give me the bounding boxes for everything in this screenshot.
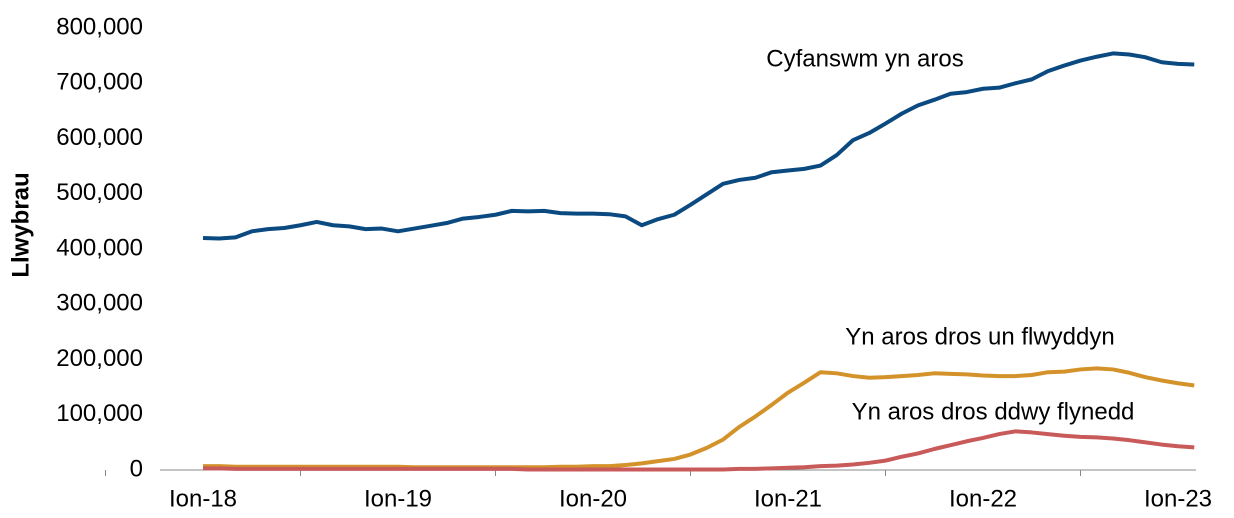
x-tick-label: Ion-20 — [559, 485, 627, 512]
y-tick-label: 100,000 — [56, 400, 143, 427]
x-tick-label: Ion-22 — [949, 485, 1017, 512]
y-tick-label: 700,000 — [56, 69, 143, 96]
y-tick-label: 0 — [130, 455, 143, 482]
y-tick-label: 300,000 — [56, 290, 143, 317]
x-tick-label: Ion-23 — [1144, 485, 1212, 512]
series-label: Yn aros dros ddwy flynedd — [852, 398, 1135, 425]
line-series — [203, 366, 1195, 470]
y-tick-label: 500,000 — [56, 179, 143, 206]
x-tick-label: Ion-19 — [364, 485, 432, 512]
y-tick-label: 400,000 — [56, 234, 143, 261]
series-label: Cyfanswm yn aros — [766, 45, 963, 72]
x-tick-label: Ion-21 — [754, 485, 822, 512]
line-series — [202, 51, 1195, 241]
x-tick-label: Ion-18 — [169, 485, 237, 512]
y-axis-title: Llwybrau — [7, 172, 34, 277]
series-label: Yn aros dros un flwyddyn — [845, 323, 1114, 350]
y-tick-label: 600,000 — [56, 124, 143, 151]
y-tick-label: 800,000 — [56, 13, 143, 40]
y-tick-label: 200,000 — [56, 345, 143, 372]
line-series — [203, 429, 1195, 472]
